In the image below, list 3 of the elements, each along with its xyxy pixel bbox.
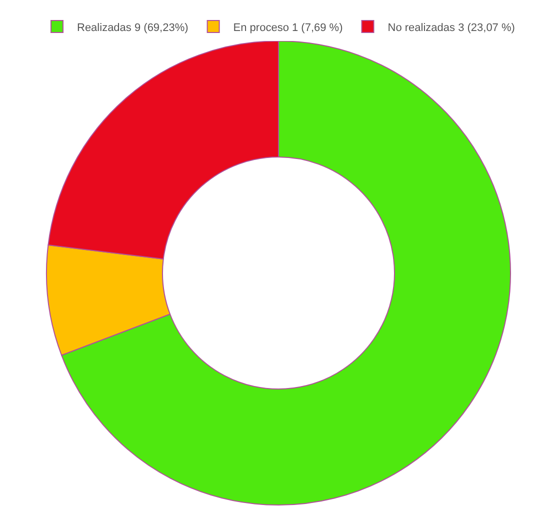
legend-label: En proceso 1 (7,69 %) — [233, 22, 343, 34]
legend-label: No realizadas 3 (23,07 %) — [388, 22, 515, 34]
legend-label: Realizadas 9 (69,23%) — [77, 22, 188, 34]
